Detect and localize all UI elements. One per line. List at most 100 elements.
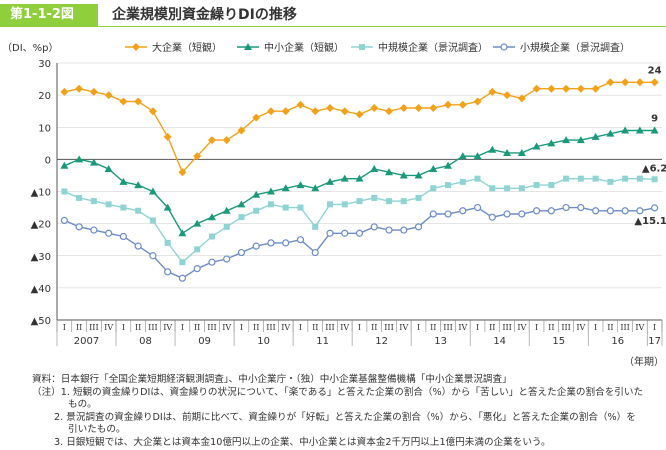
data-point (325, 177, 334, 185)
data-point (576, 136, 585, 144)
quarter-label: IV (458, 323, 467, 332)
data-point (444, 210, 452, 218)
quarter-label: IV (517, 323, 526, 332)
legend: 大企業（短観） 中小企業（短観） 中規模企業（景況調査） 小規模企業（景況調査） (125, 41, 630, 54)
quarter-label: III (561, 323, 570, 332)
data-point (651, 176, 658, 183)
legend-label: 小規模企業（景況調査） (520, 41, 630, 54)
quarter-label: I (476, 323, 479, 332)
data-point (311, 248, 319, 257)
notes: 資料：日本銀行「全国企業短期経済観測調査」、中小企業庁・（独）中小企業基盤整備機… (32, 374, 662, 450)
data-point (518, 185, 525, 192)
data-point (414, 171, 423, 179)
data-point (341, 229, 349, 237)
quarter-label: II (253, 323, 259, 332)
year-label: 13 (434, 336, 447, 347)
data-point (207, 136, 216, 145)
data-point (359, 44, 365, 50)
data-point (517, 94, 526, 103)
data-point (325, 103, 334, 112)
quarter-label: II (371, 323, 377, 332)
figure-number: 第1-1-2図 (0, 4, 98, 26)
data-point (193, 152, 202, 161)
grid (57, 62, 662, 321)
data-point (194, 246, 201, 253)
data-point (606, 207, 614, 215)
data-point (90, 226, 98, 234)
data-point (650, 78, 659, 87)
data-point (459, 207, 467, 215)
data-point (414, 223, 423, 231)
data-point (135, 207, 142, 214)
data-point (340, 107, 349, 116)
data-point (474, 175, 481, 182)
note-1-cont: もの。 (68, 399, 97, 411)
quarter-label: II (135, 323, 141, 332)
series: 24 9 ▲6.2 ▲15.1 (60, 65, 666, 282)
data-point (281, 107, 290, 116)
legend-item-sme: 中小企業（短観） (237, 41, 344, 54)
data-point (473, 152, 482, 160)
data-point (414, 103, 423, 112)
data-point (267, 239, 275, 247)
data-point (208, 233, 215, 240)
data-point (592, 175, 599, 182)
year-label: 08 (139, 336, 152, 347)
data-point (400, 226, 408, 234)
data-point (356, 198, 363, 205)
data-point (429, 210, 437, 218)
data-point (473, 97, 482, 106)
data-point (61, 188, 68, 195)
data-point (252, 242, 260, 250)
quarter-label: II (76, 323, 82, 332)
quarter-label: III (384, 323, 393, 332)
data-point (90, 198, 97, 205)
data-point (89, 87, 98, 96)
data-point (282, 204, 289, 211)
data-point (473, 203, 482, 212)
data-point (488, 145, 497, 153)
data-point (244, 43, 252, 50)
data-point (636, 175, 643, 182)
data-point (370, 103, 379, 112)
data-point (252, 190, 261, 198)
data-point (296, 236, 305, 244)
data-point (577, 175, 584, 182)
data-point (430, 185, 437, 192)
year-label: 14 (493, 336, 506, 347)
note-3: 3. 日銀短観では、大企業とは資本金10億円以上の企業、中小企業とは資本金2千万… (54, 436, 551, 448)
data-point (223, 223, 230, 230)
data-point (60, 216, 68, 225)
data-point (60, 161, 69, 169)
quarter-label: I (122, 323, 125, 332)
header-rule (0, 26, 666, 27)
data-point (445, 182, 452, 189)
data-point (341, 201, 348, 208)
series-large (60, 78, 659, 177)
data-point (547, 84, 556, 93)
quarter-label: I (299, 323, 302, 332)
x-axis-label: （年期） (624, 355, 664, 368)
quarter-label: III (148, 323, 157, 332)
data-point (577, 203, 585, 212)
quarter-label: II (312, 323, 318, 332)
y-tick-label: 0 (45, 155, 51, 166)
quarter-label: IV (104, 323, 113, 332)
data-point (134, 181, 143, 189)
data-point (119, 232, 128, 241)
data-point (281, 184, 290, 192)
data-point (267, 201, 274, 208)
data-point (399, 103, 408, 112)
y-tick-label: 10 (38, 123, 51, 134)
data-point (548, 182, 555, 189)
data-point (237, 200, 246, 208)
quarter-label: IV (635, 323, 644, 332)
data-point (163, 132, 172, 141)
series-small (60, 203, 659, 282)
figure-header: 第1-1-2図 企業規模別資金繰りDIの推移 (0, 0, 666, 28)
data-point (563, 175, 570, 182)
data-point (105, 229, 113, 237)
quarter-label: III (502, 323, 511, 332)
data-point (532, 207, 541, 215)
